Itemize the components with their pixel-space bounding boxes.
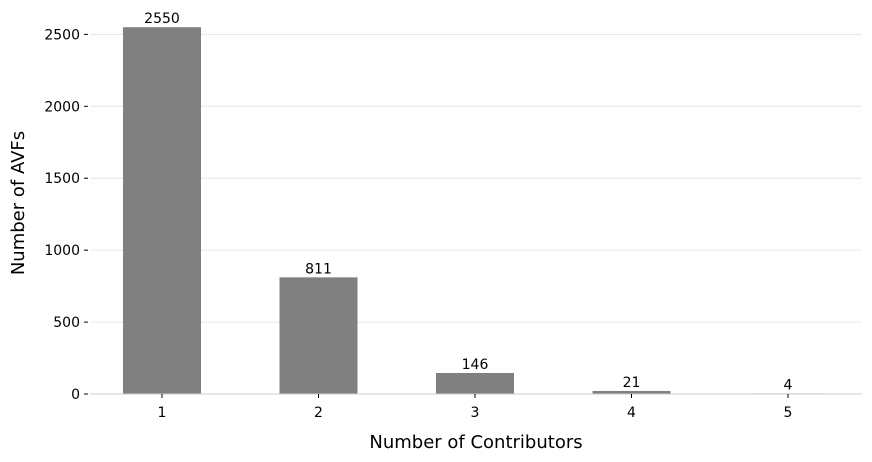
bar-2: [279, 277, 358, 394]
data-label: 4: [784, 377, 793, 393]
data-label: 21: [623, 375, 641, 391]
x-tick-label: 4: [627, 405, 636, 421]
y-tick-label: 500: [53, 315, 80, 331]
grid-lines: [90, 33, 862, 323]
x-tick-label: 3: [471, 405, 480, 421]
bar-3: [436, 372, 514, 394]
x-axis: 1 2 3 4 5: [90, 393, 862, 421]
data-label: 2550: [144, 11, 180, 27]
data-label: 811: [305, 261, 332, 277]
x-tick-label: 5: [784, 405, 793, 421]
bar-1: [123, 27, 201, 394]
y-tick-label: 0: [71, 387, 80, 403]
y-axis: 0 500 1000 1500 2000 2500: [44, 27, 88, 403]
x-tick-label: 1: [158, 405, 167, 421]
y-tick-label: 2500: [44, 27, 80, 43]
x-tick-label: 2: [314, 405, 323, 421]
bar-4: [592, 390, 671, 394]
y-axis-title: Number of AVFs: [8, 131, 29, 275]
y-tick-label: 1000: [44, 243, 80, 259]
data-labels: 2550 811 146 21 4: [144, 11, 792, 393]
y-tick-label: 1500: [44, 171, 80, 187]
bars: [123, 27, 827, 394]
x-axis-title: Number of Contributors: [369, 432, 582, 453]
y-tick-label: 2000: [44, 99, 80, 115]
data-label: 146: [462, 357, 489, 373]
